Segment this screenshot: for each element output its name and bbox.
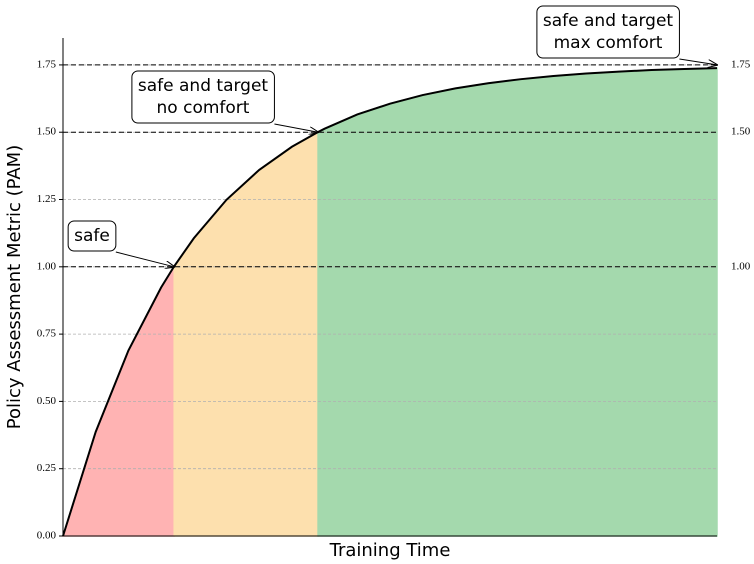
reference-label: 1.00 [731, 260, 751, 272]
y-tick-label: 0.00 [37, 530, 57, 542]
y-axis-label: Policy Assessment Metric (PAM) [4, 145, 25, 429]
y-tick-label: 1.00 [37, 260, 57, 272]
annotation-box [536, 5, 680, 59]
annotation-text: safe and target [543, 11, 674, 31]
y-tick-label: 1.25 [37, 193, 57, 205]
reference-label: 1.50 [731, 126, 751, 138]
annotation-box [131, 70, 275, 124]
x-axis-label: Training Time [329, 540, 451, 561]
annotation-arrow [274, 123, 318, 132]
y-tick-label: 0.25 [37, 462, 57, 474]
annotation-text: safe [74, 226, 110, 246]
y-tick-label: 1.75 [37, 58, 57, 70]
annotation-text: max comfort [554, 33, 663, 53]
reference-label: 1.75 [731, 58, 751, 70]
y-tick-label: 0.50 [37, 395, 57, 407]
annotation-arrow [679, 58, 717, 65]
annotation-text: no comfort [157, 98, 250, 118]
y-tick-label: 0.75 [37, 328, 57, 340]
annotation-text: safe and target [138, 76, 269, 96]
y-tick-label: 1.50 [37, 126, 57, 138]
region [317, 67, 718, 537]
annotation: safe [67, 220, 117, 252]
annotation-arrow [115, 251, 174, 267]
line [62, 67, 718, 537]
annotation-box [67, 220, 117, 252]
